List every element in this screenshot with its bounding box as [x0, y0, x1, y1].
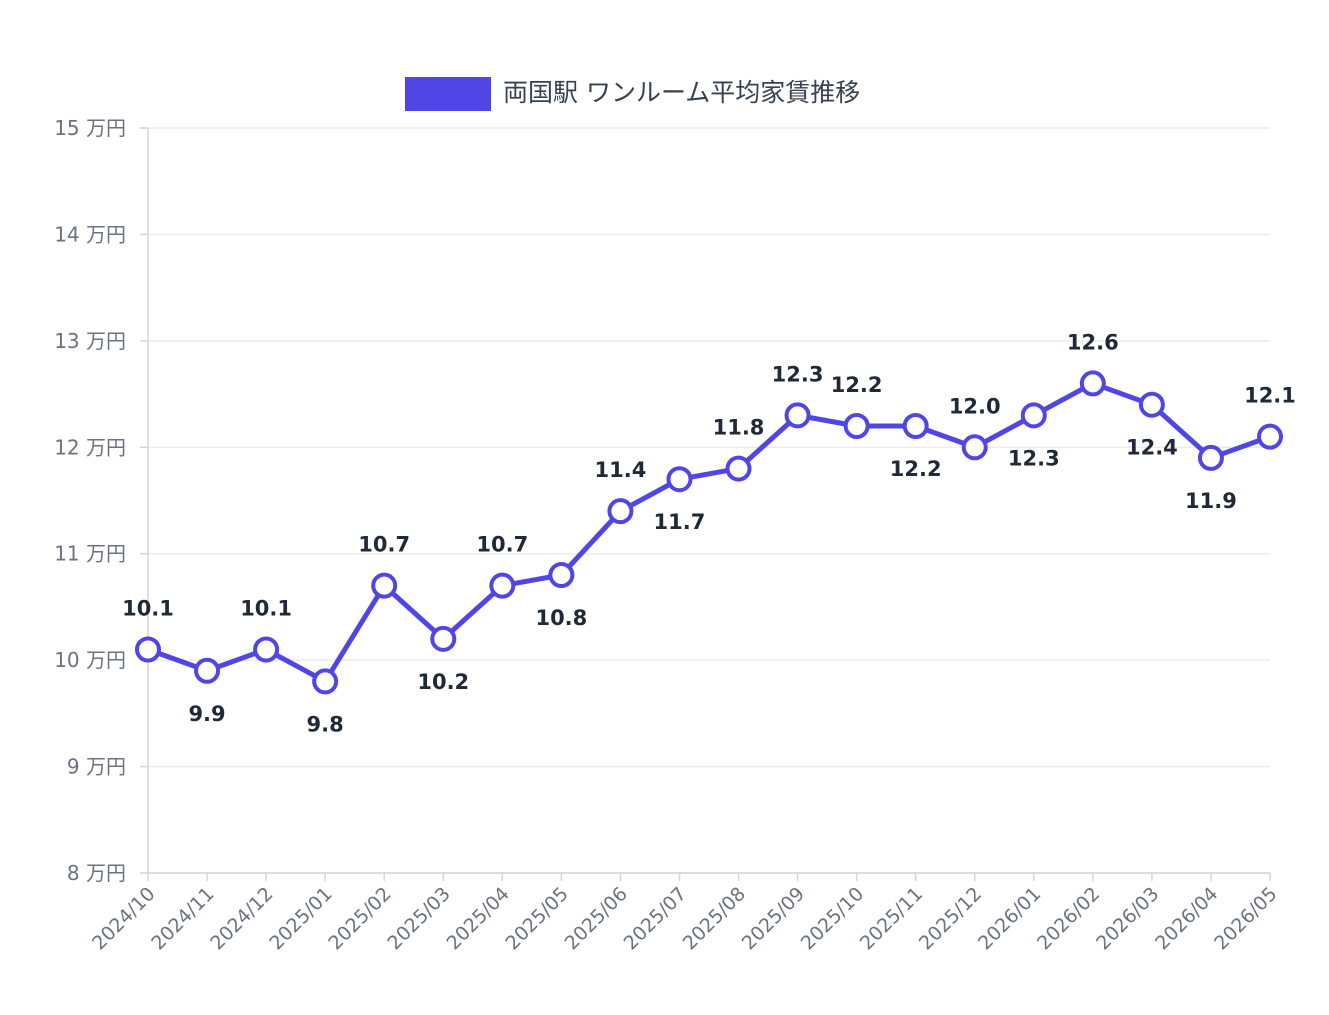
data-point[interactable] — [1079, 370, 1106, 397]
data-point[interactable] — [548, 562, 575, 588]
data-point[interactable] — [1020, 402, 1047, 429]
x-tick-label: 2025/01 — [265, 883, 336, 954]
data-point[interactable] — [1257, 423, 1283, 450]
data-label: 12.0 — [949, 394, 1001, 418]
data-point[interactable] — [902, 413, 929, 439]
data-label: 11.4 — [595, 458, 647, 482]
x-tick-label: 2026/04 — [1151, 883, 1222, 954]
x-axis-ticks: 2024/102024/112024/122025/012025/022025/… — [88, 873, 1282, 954]
x-tick-label: 2025/05 — [502, 883, 573, 954]
data-label: 10.1 — [240, 597, 292, 621]
x-tick-label: 2025/06 — [561, 883, 632, 954]
data-point[interactable] — [961, 434, 988, 461]
data-point[interactable] — [1197, 444, 1224, 471]
data-label: 12.6 — [1067, 330, 1119, 354]
data-label: 12.3 — [772, 362, 824, 386]
grid — [148, 127, 1270, 874]
data-point[interactable] — [784, 402, 811, 429]
x-tick-label: 2025/04 — [442, 883, 513, 954]
data-label: 12.2 — [890, 457, 942, 481]
x-tick-label: 2026/03 — [1092, 883, 1163, 954]
data-label: 11.9 — [1185, 489, 1237, 513]
axes — [147, 128, 1270, 874]
x-tick-label: 2025/10 — [797, 883, 868, 954]
data-label: 11.7 — [654, 510, 706, 534]
x-tick-label: 2025/03 — [383, 883, 454, 954]
x-tick-label: 2025/09 — [738, 883, 809, 954]
data-label: 10.7 — [476, 533, 528, 557]
x-tick-label: 2024/12 — [206, 883, 277, 954]
x-tick-label: 2025/08 — [679, 883, 750, 954]
y-tick-label: 8 万円 — [67, 861, 126, 885]
y-tick-label: 15 万円 — [54, 116, 126, 140]
x-tick-label: 2024/11 — [147, 883, 218, 954]
x-tick-label: 2025/07 — [620, 883, 691, 954]
data-point[interactable] — [607, 498, 634, 525]
x-tick-label: 2024/10 — [88, 883, 159, 954]
legend-label: 両国駅 ワンルーム平均家賃推移 — [503, 78, 860, 107]
legend-swatch — [405, 77, 491, 111]
y-tick-label: 10 万円 — [54, 648, 126, 672]
y-axis-ticks: 8 万円 9 万円 10 万円 11 万円 12 万円 13 万円 14 万円 15 万円 — [54, 116, 148, 885]
data-label: 12.4 — [1126, 436, 1178, 460]
data-point[interactable] — [489, 572, 516, 599]
data-label: 10.2 — [417, 670, 469, 694]
y-tick-label: 9 万円 — [67, 755, 126, 779]
data-point[interactable] — [135, 636, 161, 663]
data-point[interactable] — [430, 625, 457, 652]
x-tick-label: 2026/01 — [974, 883, 1045, 954]
data-label: 10.1 — [122, 597, 174, 621]
x-tick-label: 2025/12 — [915, 883, 986, 954]
data-points[interactable] — [135, 370, 1283, 695]
data-point[interactable] — [194, 657, 221, 684]
data-label: 10.8 — [535, 606, 587, 630]
data-point[interactable] — [253, 636, 280, 663]
data-point[interactable] — [666, 466, 693, 493]
data-point[interactable] — [725, 455, 752, 482]
data-point[interactable] — [843, 413, 870, 439]
data-point[interactable] — [1138, 391, 1165, 418]
x-tick-label: 2025/11 — [856, 883, 927, 954]
y-tick-label: 12 万円 — [54, 435, 126, 459]
data-label: 12.2 — [831, 373, 883, 397]
series-line — [145, 380, 1273, 684]
data-label: 9.8 — [307, 712, 344, 736]
x-tick-label: 2026/05 — [1210, 883, 1281, 954]
x-tick-label: 2025/02 — [324, 883, 395, 954]
y-tick-label: 11 万円 — [54, 542, 126, 566]
legend[interactable]: 両国駅 ワンルーム平均家賃推移 — [405, 77, 860, 111]
data-label: 11.8 — [713, 416, 765, 440]
data-labels: 10.1 9.9 10.1 9.8 10.7 10.2 10.7 10.8 11.4 11.7 11… — [122, 330, 1296, 736]
x-tick-label: 2026/02 — [1033, 883, 1104, 954]
data-label: 10.7 — [358, 533, 410, 557]
data-label: 12.1 — [1244, 384, 1296, 408]
data-point[interactable] — [312, 668, 339, 695]
data-point[interactable] — [371, 572, 398, 599]
data-label: 12.3 — [1008, 446, 1060, 470]
data-label: 9.9 — [188, 702, 225, 726]
series-layer — [145, 380, 1273, 684]
y-tick-label: 14 万円 — [54, 222, 126, 246]
y-tick-label: 13 万円 — [54, 329, 126, 353]
